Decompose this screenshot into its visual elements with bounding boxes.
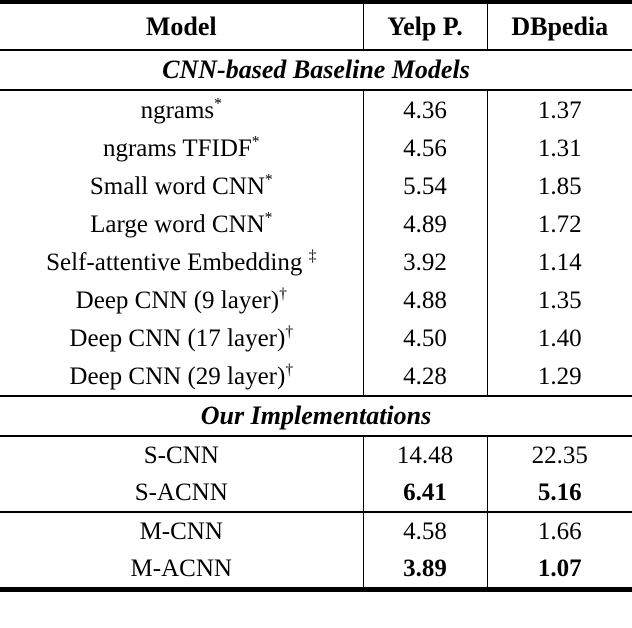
model-cell: ngrams TFIDF* (0, 129, 363, 167)
dbpedia-value-cell: 1.35 (486, 281, 632, 319)
section-title: Our Implementations (0, 395, 632, 437)
table-row: Small word CNN* 5.54 1.85 (0, 167, 632, 205)
model-cell: ngrams* (0, 90, 363, 129)
model-cell: Large word CNN* (0, 205, 363, 243)
model-cell: Deep CNN (9 layer)† (0, 281, 363, 319)
model-name: Deep CNN (29 layer) (69, 362, 286, 390)
footnote-marker: * (251, 133, 260, 151)
footnote-marker: † (279, 285, 287, 303)
yelp-value-cell: 3.92 (362, 243, 487, 281)
yelp-value-cell: 4.56 (362, 129, 487, 167)
yelp-value-cell: 4.36 (362, 90, 487, 129)
model-name: S-ACNN (134, 479, 228, 506)
yelp-value-cell: 4.58 (362, 512, 487, 550)
table-row: M-CNN 4.58 1.66 (0, 512, 632, 550)
yelp-value-cell: 5.54 (362, 167, 487, 205)
yelp-value-cell: 4.50 (362, 319, 487, 357)
footnote-marker: † (285, 323, 294, 341)
model-name: Deep CNN (17 layer) (69, 324, 286, 352)
model-name: Large word CNN (90, 210, 265, 238)
dbpedia-value-cell: 1.72 (486, 205, 632, 243)
model-cell: Deep CNN (17 layer)† (0, 319, 363, 357)
model-name: ngrams TFIDF (102, 134, 252, 162)
table-header-row: Model Yelp P. DBpedia (0, 2, 632, 51)
yelp-value-cell: 4.88 (362, 281, 487, 319)
yelp-value-cell: 6.41 (362, 474, 487, 513)
model-name: Small word CNN (89, 172, 265, 200)
dbpedia-value-cell: 1.85 (486, 167, 632, 205)
dbpedia-value-cell: 1.37 (486, 90, 632, 129)
dbpedia-value-cell: 5.16 (486, 474, 632, 513)
dbpedia-value-cell: 1.31 (486, 129, 632, 167)
dbpedia-value-cell: 1.66 (486, 512, 632, 550)
footnote-marker: * (264, 171, 273, 189)
dbpedia-value-cell: 1.40 (486, 319, 632, 357)
results-table: Model Yelp P. DBpedia CNN-based Baseline… (0, 0, 632, 592)
model-cell: Small word CNN* (0, 167, 363, 205)
yelp-value-cell: 3.89 (362, 550, 487, 590)
yelp-value-cell: 4.89 (362, 205, 487, 243)
model-name: S-CNN (143, 442, 219, 469)
table-row: ngrams TFIDF* 4.56 1.31 (0, 129, 632, 167)
section-header-ours: Our Implementations (0, 395, 632, 437)
footnote-marker: † (285, 361, 294, 379)
footnote-marker: ‡ (308, 247, 317, 265)
section-title: CNN-based Baseline Models (0, 49, 632, 91)
footnote-marker: * (214, 95, 222, 113)
table-row: Deep CNN (29 layer)† 4.28 1.29 (0, 357, 632, 396)
dbpedia-value-cell: 1.29 (486, 357, 632, 396)
dbpedia-value-cell: 1.14 (486, 243, 632, 281)
model-name: Self-attentive Embedding (46, 248, 309, 276)
table-row: S-ACNN 6.41 5.16 (0, 474, 632, 513)
model-name: M-CNN (139, 518, 223, 545)
model-name: Deep CNN (9 layer) (75, 286, 280, 314)
table-row: ngrams* 4.36 1.37 (0, 90, 632, 129)
model-cell: S-CNN (0, 436, 363, 474)
model-cell: S-ACNN (0, 474, 363, 513)
model-cell: M-CNN (0, 512, 363, 550)
model-cell: M-ACNN (0, 550, 363, 590)
table-row: Large word CNN* 4.89 1.72 (0, 205, 632, 243)
column-header-dbpedia: DBpedia (486, 2, 632, 51)
model-cell: Deep CNN (29 layer)† (0, 357, 363, 396)
yelp-value-cell: 14.48 (362, 436, 487, 474)
model-name: ngrams (140, 96, 215, 124)
model-name: M-ACNN (130, 555, 232, 582)
table-row: Self-attentive Embedding ‡ 3.92 1.14 (0, 243, 632, 281)
yelp-value-cell: 4.28 (362, 357, 487, 396)
section-header-baselines: CNN-based Baseline Models (0, 49, 632, 91)
table-row: S-CNN 14.48 22.35 (0, 436, 632, 474)
table-row: M-ACNN 3.89 1.07 (0, 550, 632, 590)
column-header-model: Model (0, 2, 363, 51)
dbpedia-value-cell: 22.35 (486, 436, 632, 474)
footnote-marker: * (264, 209, 273, 227)
table-row: Deep CNN (17 layer)† 4.50 1.40 (0, 319, 632, 357)
column-header-yelp: Yelp P. (362, 2, 487, 51)
table-row: Deep CNN (9 layer)† 4.88 1.35 (0, 281, 632, 319)
model-cell: Self-attentive Embedding ‡ (0, 243, 363, 281)
dbpedia-value-cell: 1.07 (486, 550, 632, 590)
